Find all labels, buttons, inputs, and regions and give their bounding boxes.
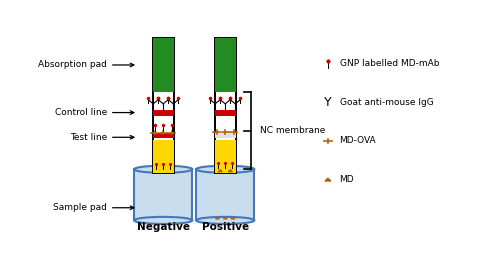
Ellipse shape	[196, 166, 254, 173]
Polygon shape	[325, 178, 331, 181]
Text: GNP labelled MD-mAb: GNP labelled MD-mAb	[340, 59, 439, 68]
Polygon shape	[218, 170, 222, 172]
Text: MD-OVA: MD-OVA	[340, 136, 376, 145]
Bar	[196, 169, 254, 220]
Text: Negative: Negative	[137, 222, 190, 232]
Text: Positive: Positive	[202, 222, 249, 232]
Bar	[152, 38, 174, 92]
Polygon shape	[231, 217, 235, 219]
Polygon shape	[216, 217, 220, 219]
Bar	[134, 169, 192, 220]
Bar	[214, 38, 236, 173]
Text: Test line: Test line	[70, 133, 134, 142]
Ellipse shape	[134, 166, 192, 173]
Text: Sample pad: Sample pad	[53, 203, 134, 212]
Polygon shape	[228, 170, 232, 172]
Bar	[214, 140, 236, 173]
Text: Absorption pad: Absorption pad	[38, 60, 134, 69]
Bar	[152, 38, 174, 173]
Ellipse shape	[134, 217, 192, 224]
Bar	[214, 109, 236, 116]
Bar	[152, 109, 174, 116]
Bar	[152, 140, 174, 173]
Ellipse shape	[196, 217, 254, 224]
Text: NC membrane: NC membrane	[260, 126, 326, 135]
Bar	[214, 38, 236, 92]
Text: MD: MD	[340, 175, 354, 184]
Bar	[152, 133, 174, 138]
Text: Control line: Control line	[55, 108, 134, 117]
Text: Y: Y	[324, 96, 332, 109]
Polygon shape	[224, 217, 227, 219]
Bar	[214, 133, 236, 138]
Text: Goat anti-mouse IgG: Goat anti-mouse IgG	[340, 98, 434, 107]
